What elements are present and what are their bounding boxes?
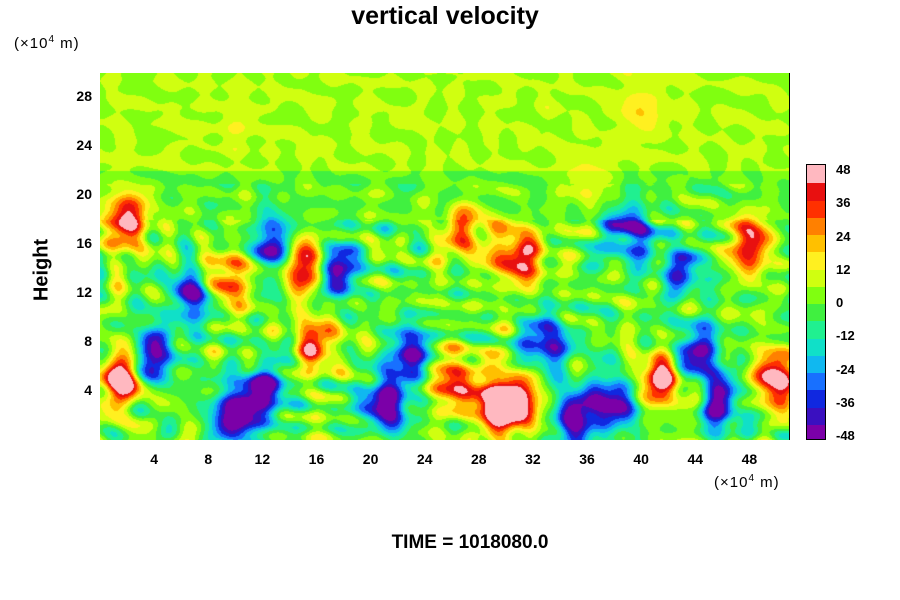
y-tick-label: 28 [76, 88, 92, 105]
velocity-field [100, 73, 789, 440]
x-tick-label: 4 [150, 451, 158, 467]
colorbar-swatch [807, 372, 825, 391]
y-tick-label: 4 [84, 382, 92, 399]
y-tick-label: 24 [76, 137, 92, 154]
x-tick-label: 16 [308, 451, 325, 467]
colorbar-tick-label: 36 [836, 195, 851, 211]
x-tick-label: 40 [633, 451, 649, 467]
colorbar-tick-label: -36 [836, 394, 855, 410]
x-unit-prefix: (×10 [714, 474, 749, 491]
colorbar-swatch [807, 303, 825, 322]
y-unit-suffix: m) [55, 35, 80, 52]
colorbar-swatch [807, 251, 825, 270]
y-unit-prefix: (×10 [14, 35, 49, 52]
colorbar-tick-label: -24 [836, 361, 855, 377]
plot-area [100, 73, 790, 440]
colorbar-tick-label: 48 [836, 162, 851, 177]
colorbar-swatch [807, 268, 825, 287]
y-axis-label: Height [30, 238, 53, 302]
x-tick-label: 28 [471, 451, 487, 467]
colorbar-tick-label: 0 [836, 295, 844, 310]
colorbar-swatch [807, 285, 825, 304]
x-unit-suffix: m) [755, 474, 780, 491]
x-unit-exponent: 4 [748, 473, 756, 484]
colorbar-tick-label: -48 [836, 428, 855, 443]
y-tick-label: 16 [76, 235, 92, 252]
x-tick-label: 8 [204, 451, 213, 467]
colorbar-swatch [807, 337, 825, 356]
x-tick-label: 44 [687, 451, 704, 467]
colorbar-swatch [807, 423, 825, 439]
colorbar [806, 164, 826, 440]
colorbar-swatch [807, 320, 825, 339]
colorbar-tick-label: 12 [836, 261, 851, 277]
chart-title: vertical velocity [351, 2, 539, 30]
y-tick-label: 20 [76, 186, 92, 203]
x-tick-label: 48 [741, 451, 758, 467]
x-tick-label: 20 [362, 451, 379, 467]
colorbar-swatch [807, 199, 825, 218]
colorbar-swatch [807, 182, 825, 201]
colorbar-swatch [807, 165, 825, 184]
colorbar-tick-label: -12 [836, 328, 855, 344]
colorbar-swatch [807, 406, 825, 425]
x-tick-label: 12 [254, 451, 271, 467]
colorbar-swatch [807, 216, 825, 235]
x-axis-unit: (×104 m) [714, 473, 780, 491]
y-tick-label: 12 [76, 284, 92, 301]
y-tick-label: 8 [84, 333, 92, 350]
y-unit-exponent: 4 [48, 34, 56, 45]
time-label: TIME = 1018080.0 [391, 532, 549, 553]
y-axis-unit: (×104 m) [14, 34, 80, 52]
colorbar-tick-label: 24 [836, 228, 851, 244]
x-tick-label: 36 [579, 451, 595, 467]
colorbar-swatch [807, 354, 825, 373]
x-tick-label: 24 [416, 451, 433, 467]
x-tick-label: 32 [525, 451, 541, 467]
colorbar-swatch [807, 389, 825, 408]
colorbar-swatch [807, 234, 825, 253]
